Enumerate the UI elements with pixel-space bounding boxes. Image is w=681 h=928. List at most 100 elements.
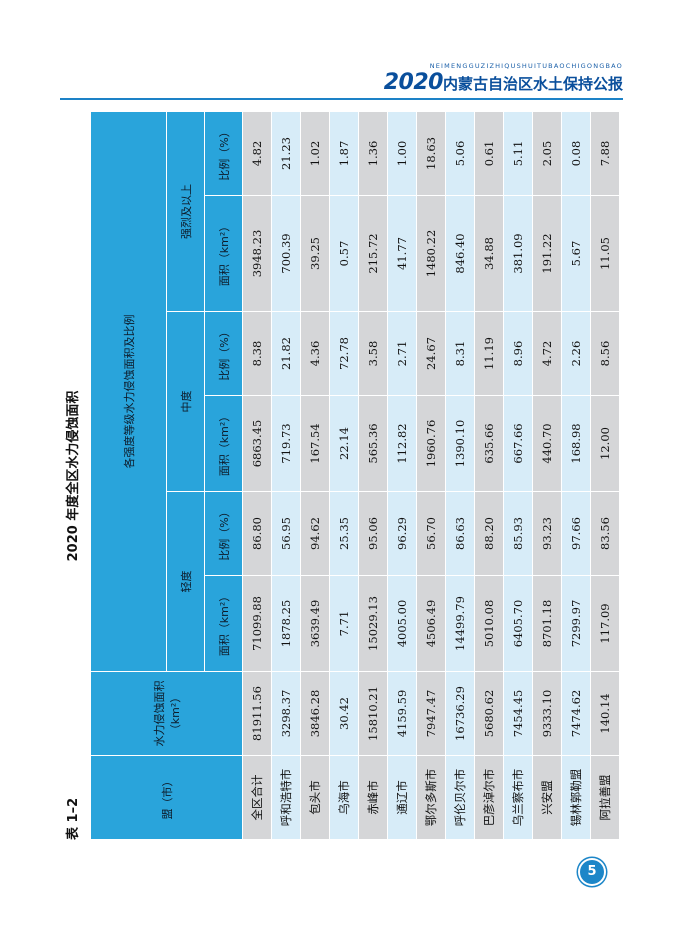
region-cell: 锡林郭勒盟 <box>561 755 591 840</box>
table-row: 呼和浩特市 3298.37 1878.25 56.95 719.73 21.82 700.3… <box>271 111 301 840</box>
severe-ratio-cell: 4.82 <box>242 111 272 196</box>
severe-ratio-cell: 5.11 <box>503 111 533 196</box>
light-area-cell: 6405.70 <box>503 575 533 672</box>
table-row: 全区合计 81911.56 71099.88 86.80 6863.45 8.38 3948… <box>242 111 272 840</box>
total-area-cell: 7454.45 <box>503 671 533 756</box>
moderate-ratio-cell: 11.19 <box>474 311 504 396</box>
light-ratio-cell: 97.66 <box>561 491 591 576</box>
severe-area-cell: 3948.23 <box>242 195 272 312</box>
moderate-area-cell: 565.36 <box>358 395 388 492</box>
moderate-ratio-cell: 8.38 <box>242 311 272 396</box>
severe-area-cell: 41.77 <box>387 195 417 312</box>
table-row: 包头市 3846.28 3639.49 94.62 167.54 4.36 39.25 1.0… <box>300 111 330 840</box>
region-cell: 乌海市 <box>329 755 359 840</box>
moderate-area-cell: 22.14 <box>329 395 359 492</box>
region-cell: 全区合计 <box>242 755 272 840</box>
light-area-cell: 71099.88 <box>242 575 272 672</box>
moderate-area-cell: 440.70 <box>532 395 562 492</box>
moderate-ratio-cell: 8.56 <box>590 311 620 396</box>
header-ratio: 比例（%） <box>204 491 243 576</box>
header-area: 面积（km²） <box>204 395 243 492</box>
light-ratio-cell: 25.35 <box>329 491 359 576</box>
severe-area-cell: 5.67 <box>561 195 591 312</box>
moderate-ratio-cell: 2.26 <box>561 311 591 396</box>
table-title: 2020 年度全区水力侵蚀面积 <box>66 390 81 562</box>
total-area-cell: 4159.59 <box>387 671 417 756</box>
header-group: 各强度等级水力侵蚀面积及比例 <box>90 111 167 672</box>
total-area-cell: 9333.10 <box>532 671 562 756</box>
light-area-cell: 5010.08 <box>474 575 504 672</box>
moderate-area-cell: 112.82 <box>387 395 417 492</box>
light-area-cell: 1878.25 <box>271 575 301 672</box>
moderate-area-cell: 12.00 <box>590 395 620 492</box>
severe-ratio-cell: 1.00 <box>387 111 417 196</box>
header-level-light: 轻度 <box>166 491 205 672</box>
light-area-cell: 3639.49 <box>300 575 330 672</box>
severe-ratio-cell: 1.02 <box>300 111 330 196</box>
region-cell: 呼和浩特市 <box>271 755 301 840</box>
severe-area-cell: 700.39 <box>271 195 301 312</box>
light-area-cell: 7299.97 <box>561 575 591 672</box>
report-year: 2020 <box>383 70 444 95</box>
table-body: 全区合计 81911.56 71099.88 86.80 6863.45 8.38 3948… <box>242 111 620 840</box>
severe-ratio-cell: 21.23 <box>271 111 301 196</box>
severe-ratio-cell: 5.06 <box>445 111 475 196</box>
region-cell: 巴彦淖尔市 <box>474 755 504 840</box>
moderate-ratio-cell: 4.72 <box>532 311 562 396</box>
severe-ratio-cell: 0.08 <box>561 111 591 196</box>
severe-ratio-cell: 18.63 <box>416 111 446 196</box>
severe-ratio-cell: 1.36 <box>358 111 388 196</box>
moderate-area-cell: 6863.45 <box>242 395 272 492</box>
region-cell: 包头市 <box>300 755 330 840</box>
header-ratio: 比例（%） <box>204 111 243 196</box>
light-ratio-cell: 83.56 <box>590 491 620 576</box>
header-region: 盟（市） <box>90 755 243 840</box>
header-latin-text: NEIMENGGUZIZHIQUSHUITUBAOCHIGONGBAO <box>429 62 623 70</box>
moderate-ratio-cell: 4.36 <box>300 311 330 396</box>
moderate-area-cell: 167.54 <box>300 395 330 492</box>
light-area-cell: 8701.18 <box>532 575 562 672</box>
moderate-area-cell: 1960.76 <box>416 395 446 492</box>
region-cell: 阿拉善盟 <box>590 755 620 840</box>
moderate-ratio-cell: 24.67 <box>416 311 446 396</box>
total-area-cell: 7474.62 <box>561 671 591 756</box>
moderate-area-cell: 635.66 <box>474 395 504 492</box>
light-ratio-cell: 88.20 <box>474 491 504 576</box>
severe-ratio-cell: 7.88 <box>590 111 620 196</box>
region-cell: 赤峰市 <box>358 755 388 840</box>
header-rule <box>60 98 623 100</box>
severe-ratio-cell: 0.61 <box>474 111 504 196</box>
header-level-moderate: 中度 <box>166 311 205 492</box>
header-total: 水力侵蚀面积（km²） <box>90 671 243 756</box>
header-area: 面积（km²） <box>204 575 243 672</box>
report-title: 2020内蒙古自治区水土保持公报 <box>384 70 623 95</box>
total-area-cell: 15810.21 <box>358 671 388 756</box>
light-area-cell: 4005.00 <box>387 575 417 672</box>
light-area-cell: 117.09 <box>590 575 620 672</box>
severe-area-cell: 846.40 <box>445 195 475 312</box>
moderate-ratio-cell: 3.58 <box>358 311 388 396</box>
light-area-cell: 4506.49 <box>416 575 446 672</box>
region-cell: 乌兰察布市 <box>503 755 533 840</box>
moderate-area-cell: 667.66 <box>503 395 533 492</box>
severe-area-cell: 11.05 <box>590 195 620 312</box>
table-row: 乌海市 30.42 7.71 25.35 22.14 72.78 0.57 1.87 <box>329 111 359 840</box>
table-row: 鄂尔多斯市 7947.47 4506.49 56.70 1960.76 24.67 1480… <box>416 111 446 840</box>
rotated-table-block: 表 1–2 2020 年度全区水力侵蚀面积 盟（市） 水力侵蚀面积（km²） 各… <box>60 111 620 840</box>
table-row: 兴安盟 9333.10 8701.18 93.23 440.70 4.72 191.22 2.… <box>532 111 562 840</box>
severe-ratio-cell: 2.05 <box>532 111 562 196</box>
light-ratio-cell: 85.93 <box>503 491 533 576</box>
severe-area-cell: 0.57 <box>329 195 359 312</box>
total-area-cell: 16736.29 <box>445 671 475 756</box>
severe-area-cell: 191.22 <box>532 195 562 312</box>
table-row: 锡林郭勒盟 7474.62 7299.97 97.66 168.98 2.26 5.67 0.… <box>561 111 591 840</box>
moderate-ratio-cell: 2.71 <box>387 311 417 396</box>
light-ratio-cell: 93.23 <box>532 491 562 576</box>
light-area-cell: 15029.13 <box>358 575 388 672</box>
light-ratio-cell: 56.70 <box>416 491 446 576</box>
report-name: 内蒙古自治区水土保持公报 <box>442 75 623 93</box>
header-ratio: 比例（%） <box>204 311 243 396</box>
light-area-cell: 14499.79 <box>445 575 475 672</box>
table-row: 赤峰市 15810.21 15029.13 95.06 565.36 3.58 215.72… <box>358 111 388 840</box>
table-row: 通辽市 4159.59 4005.00 96.29 112.82 2.71 41.77 1.0… <box>387 111 417 840</box>
